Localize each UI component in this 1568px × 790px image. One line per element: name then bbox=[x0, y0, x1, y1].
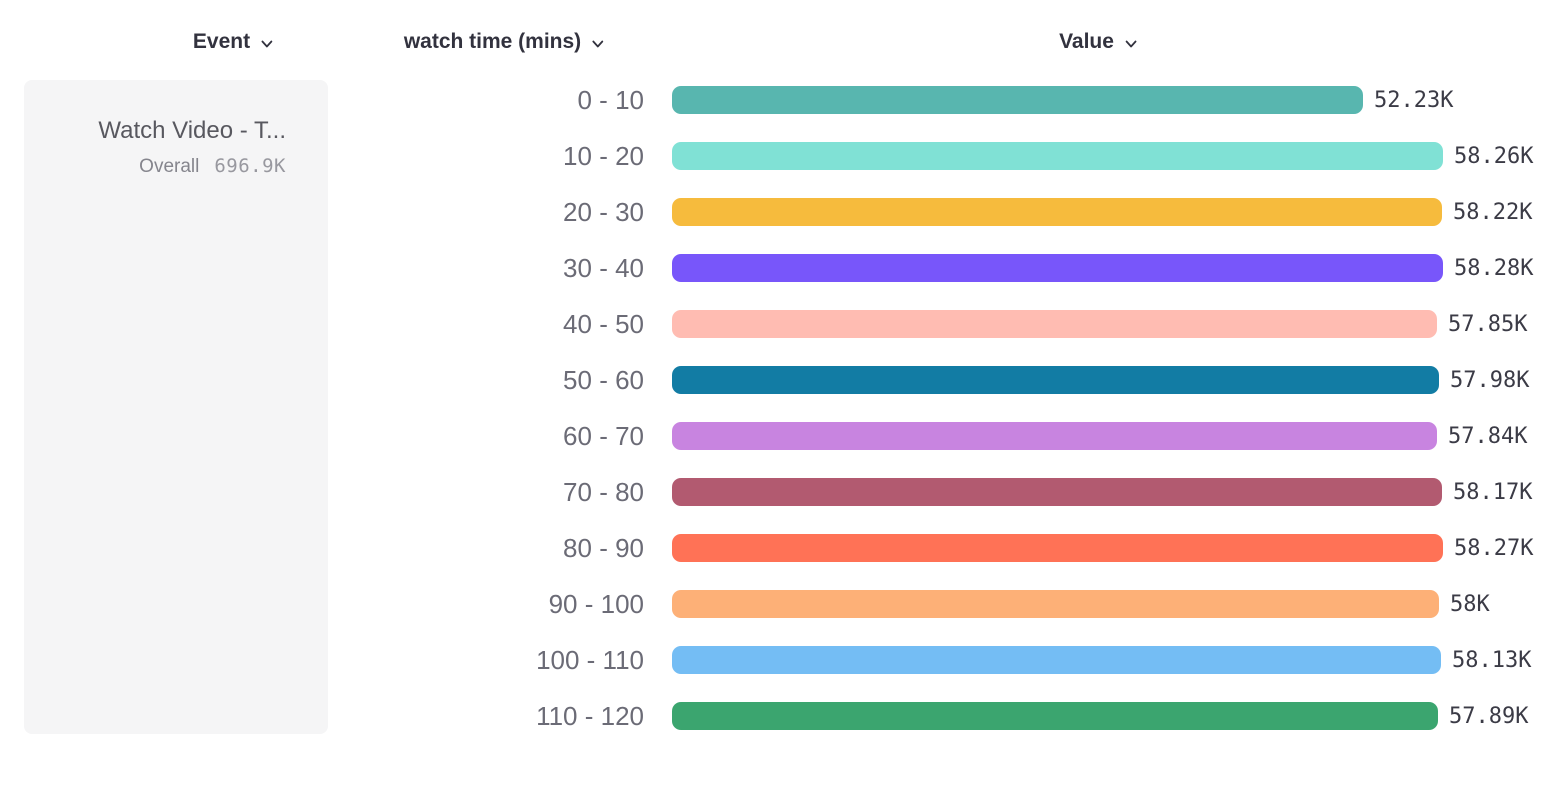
bar-row: 70 - 80 58.17K bbox=[0, 464, 1568, 520]
bar-segment[interactable] bbox=[672, 198, 1442, 226]
bar-segment[interactable] bbox=[672, 646, 1441, 674]
value-label: 58.28K bbox=[1454, 255, 1534, 281]
bar-chart-rows: 0 - 10 52.23K 10 - 20 58.26K 20 - 30 58.22K 30… bbox=[0, 72, 1568, 744]
value-label: 57.84K bbox=[1448, 423, 1528, 449]
bar-segment[interactable] bbox=[672, 422, 1437, 450]
event-series-card[interactable]: Watch Video - T... Overall 696.9K bbox=[24, 80, 328, 734]
value-label: 57.98K bbox=[1450, 367, 1530, 393]
bar-row: 10 - 20 58.26K bbox=[0, 128, 1568, 184]
category-label: 80 - 90 bbox=[563, 532, 644, 563]
bar-segment[interactable] bbox=[672, 534, 1443, 562]
value-label: 57.85K bbox=[1448, 311, 1528, 337]
bar-segment[interactable] bbox=[672, 590, 1439, 618]
bar-segment[interactable] bbox=[672, 702, 1438, 730]
value-column-label: Value bbox=[1059, 30, 1114, 53]
value-label: 58.22K bbox=[1453, 199, 1533, 225]
bar-row: 110 - 120 57.89K bbox=[0, 688, 1568, 744]
chevron-down-icon bbox=[259, 36, 275, 52]
value-column-header[interactable]: Value bbox=[1059, 26, 1139, 58]
category-label: 110 - 120 bbox=[536, 700, 644, 731]
breakdown-column-header[interactable]: watch time (mins) bbox=[404, 26, 606, 58]
category-label: 20 - 30 bbox=[563, 196, 644, 227]
bar-segment[interactable] bbox=[672, 254, 1443, 282]
overall-label: Overall bbox=[139, 156, 200, 177]
chevron-down-icon bbox=[590, 36, 606, 52]
category-label: 40 - 50 bbox=[563, 308, 644, 339]
bar-segment[interactable] bbox=[672, 478, 1442, 506]
bar-row: 60 - 70 57.84K bbox=[0, 408, 1568, 464]
bar-segment[interactable] bbox=[672, 310, 1437, 338]
event-column-label: Event bbox=[192, 30, 251, 53]
category-label: 60 - 70 bbox=[563, 420, 644, 451]
bar-row: 90 - 100 58K bbox=[0, 576, 1568, 632]
chevron-down-icon bbox=[1123, 36, 1139, 52]
bar-row: 20 - 30 58.22K bbox=[0, 184, 1568, 240]
bar-segment[interactable] bbox=[672, 86, 1363, 114]
category-label: 0 - 10 bbox=[577, 84, 645, 115]
bar-row: 50 - 60 57.98K bbox=[0, 352, 1568, 408]
category-label: 30 - 40 bbox=[563, 252, 644, 283]
event-series-title: Watch Video - T... bbox=[98, 117, 286, 144]
value-label: 58.13K bbox=[1452, 647, 1532, 673]
category-label: 100 - 110 bbox=[536, 644, 644, 675]
value-label: 52.23K bbox=[1374, 87, 1454, 113]
bar-row: 40 - 50 57.85K bbox=[0, 296, 1568, 352]
bar-row: 30 - 40 58.28K bbox=[0, 240, 1568, 296]
event-column-header[interactable]: Event bbox=[193, 26, 275, 58]
breakdown-column-label: watch time (mins) bbox=[403, 30, 582, 53]
event-overall-row: Overall 696.9K bbox=[24, 155, 286, 178]
value-label: 58K bbox=[1450, 591, 1490, 617]
bar-segment[interactable] bbox=[672, 142, 1443, 170]
value-label: 58.17K bbox=[1453, 479, 1533, 505]
category-label: 50 - 60 bbox=[563, 364, 644, 395]
value-label: 57.89K bbox=[1449, 703, 1529, 729]
category-label: 90 - 100 bbox=[548, 588, 644, 619]
bar-row: 0 - 10 52.23K bbox=[0, 72, 1568, 128]
bar-row: 100 - 110 58.13K bbox=[0, 632, 1568, 688]
bar-segment[interactable] bbox=[672, 366, 1439, 394]
bar-row: 80 - 90 58.27K bbox=[0, 520, 1568, 576]
category-label: 70 - 80 bbox=[563, 476, 644, 507]
overall-value: 696.9K bbox=[214, 155, 286, 177]
value-label: 58.26K bbox=[1454, 143, 1534, 169]
category-label: 10 - 20 bbox=[563, 140, 644, 171]
value-label: 58.27K bbox=[1454, 535, 1534, 561]
